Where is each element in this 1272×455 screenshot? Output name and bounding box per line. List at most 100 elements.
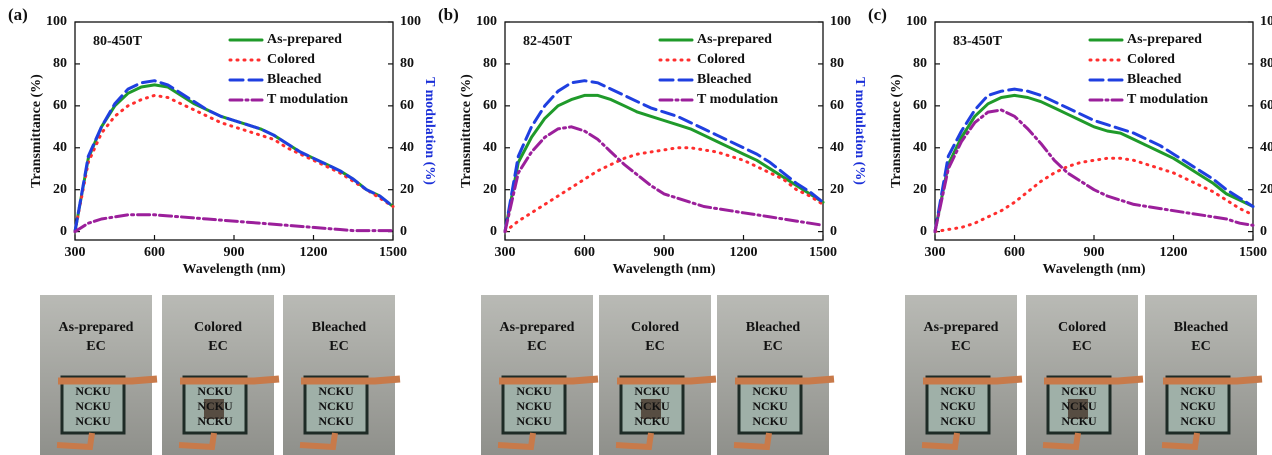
series-line xyxy=(935,158,1253,231)
legend-label: Colored xyxy=(697,52,745,67)
photo-caption: Colored xyxy=(631,320,679,335)
series-line xyxy=(505,127,823,232)
photo-caption: EC xyxy=(527,339,546,354)
y-tick-label: 100 xyxy=(906,14,927,29)
y-tick-label: 0 xyxy=(490,224,497,239)
y-tick-label: 20 xyxy=(53,182,67,197)
y2-tick-label: 100 xyxy=(830,14,851,29)
series-line xyxy=(75,215,393,232)
x-tick-label: 600 xyxy=(1004,245,1025,260)
y-axis-label: Transmittance (%) xyxy=(459,74,474,188)
y2-tick-label: 80 xyxy=(1260,56,1272,71)
glass-text: NCKU xyxy=(516,384,552,398)
x-axis-label: Wavelength (nm) xyxy=(182,262,285,277)
plot-frame xyxy=(75,22,393,240)
glass-text: NCKU xyxy=(1061,414,1097,428)
photo-caption: EC xyxy=(1072,339,1091,354)
y-tick-label: 40 xyxy=(53,140,67,155)
glass-text: NCKU xyxy=(634,384,670,398)
y-tick-label: 20 xyxy=(913,182,927,197)
legend-label: Bleached xyxy=(267,72,322,87)
glass-text: NCKU xyxy=(1180,414,1216,428)
photo-caption: Bleached xyxy=(746,320,801,335)
copper-strip xyxy=(1163,379,1262,381)
photo-caption: EC xyxy=(645,339,664,354)
y-tick-label: 0 xyxy=(920,224,927,239)
legend-label: As-prepared xyxy=(267,32,342,47)
y-tick-label: 100 xyxy=(476,14,497,29)
y-tick-label: 80 xyxy=(53,56,67,71)
y-tick-label: 60 xyxy=(913,98,927,113)
glass-text: NCKU xyxy=(940,399,976,413)
y-tick-label: 80 xyxy=(483,56,497,71)
y2-tick-label: 80 xyxy=(830,56,844,71)
y2-tick-label: 80 xyxy=(400,56,414,71)
x-tick-label: 300 xyxy=(65,245,86,260)
x-tick-label: 600 xyxy=(144,245,165,260)
photo-caption: As-prepared xyxy=(500,320,575,335)
copper-strip xyxy=(499,379,598,381)
legend-label: As-prepared xyxy=(1127,32,1202,47)
legend-label: T modulation xyxy=(1127,92,1208,107)
y2-tick-label: 60 xyxy=(400,98,414,113)
glass-text: NCKU xyxy=(318,384,354,398)
panel-label: (c) xyxy=(868,5,887,24)
glass-text: NCKU xyxy=(197,399,233,413)
y2-tick-label: 60 xyxy=(1260,98,1272,113)
y2-tick-label: 100 xyxy=(1260,14,1272,29)
copper-strip xyxy=(735,379,834,381)
sample-label: 82-450T xyxy=(523,34,573,49)
y2-tick-label: 0 xyxy=(400,224,407,239)
glass-text: NCKU xyxy=(634,414,670,428)
photo-caption: As-prepared xyxy=(924,320,999,335)
y-tick-label: 80 xyxy=(913,56,927,71)
y2-tick-label: 60 xyxy=(830,98,844,113)
legend-label: T modulation xyxy=(697,92,778,107)
x-tick-label: 1500 xyxy=(1239,245,1267,260)
y2-tick-label: 0 xyxy=(1260,224,1267,239)
glass-text: NCKU xyxy=(1061,399,1097,413)
glass-text: NCKU xyxy=(1180,384,1216,398)
glass-text: NCKU xyxy=(1180,399,1216,413)
legend-label: As-prepared xyxy=(697,32,772,47)
y-tick-label: 0 xyxy=(60,224,67,239)
photo-caption: EC xyxy=(951,339,970,354)
y-tick-label: 60 xyxy=(483,98,497,113)
photo-caption: Bleached xyxy=(1174,320,1229,335)
sample-label: 80-450T xyxy=(93,34,143,49)
glass-text: NCKU xyxy=(197,414,233,428)
y-tick-label: 40 xyxy=(483,140,497,155)
y-axis-label: Transmittance (%) xyxy=(889,74,904,188)
x-axis-label: Wavelength (nm) xyxy=(1042,262,1145,277)
x-tick-label: 300 xyxy=(925,245,946,260)
copper-strip xyxy=(617,379,716,381)
legend-label: T modulation xyxy=(267,92,348,107)
photo-caption: EC xyxy=(329,339,348,354)
photo-caption: Bleached xyxy=(312,320,367,335)
legend-label: Bleached xyxy=(697,72,752,87)
y2-tick-label: 20 xyxy=(830,182,844,197)
figure: (a)3006009001200150002040608010002040608… xyxy=(0,0,1272,455)
photo-caption: EC xyxy=(763,339,782,354)
glass-text: NCKU xyxy=(940,414,976,428)
glass-text: NCKU xyxy=(318,399,354,413)
y2-axis-label: T modulation (%) xyxy=(422,77,437,185)
glass-text: NCKU xyxy=(516,414,552,428)
x-tick-label: 900 xyxy=(654,245,675,260)
copper-strip xyxy=(58,379,157,381)
glass-text: NCKU xyxy=(75,399,111,413)
x-tick-label: 900 xyxy=(1084,245,1105,260)
x-tick-label: 300 xyxy=(495,245,516,260)
photo-caption: Colored xyxy=(1058,320,1106,335)
y-tick-label: 60 xyxy=(53,98,67,113)
x-axis-label: Wavelength (nm) xyxy=(612,262,715,277)
photo-caption: EC xyxy=(1191,339,1210,354)
y2-tick-label: 20 xyxy=(400,182,414,197)
copper-strip xyxy=(180,379,279,381)
glass-text: NCKU xyxy=(516,399,552,413)
x-tick-label: 1500 xyxy=(379,245,407,260)
series-line xyxy=(505,95,823,231)
photo-caption: As-prepared xyxy=(59,320,134,335)
x-tick-label: 1200 xyxy=(300,245,328,260)
x-tick-label: 1500 xyxy=(809,245,837,260)
